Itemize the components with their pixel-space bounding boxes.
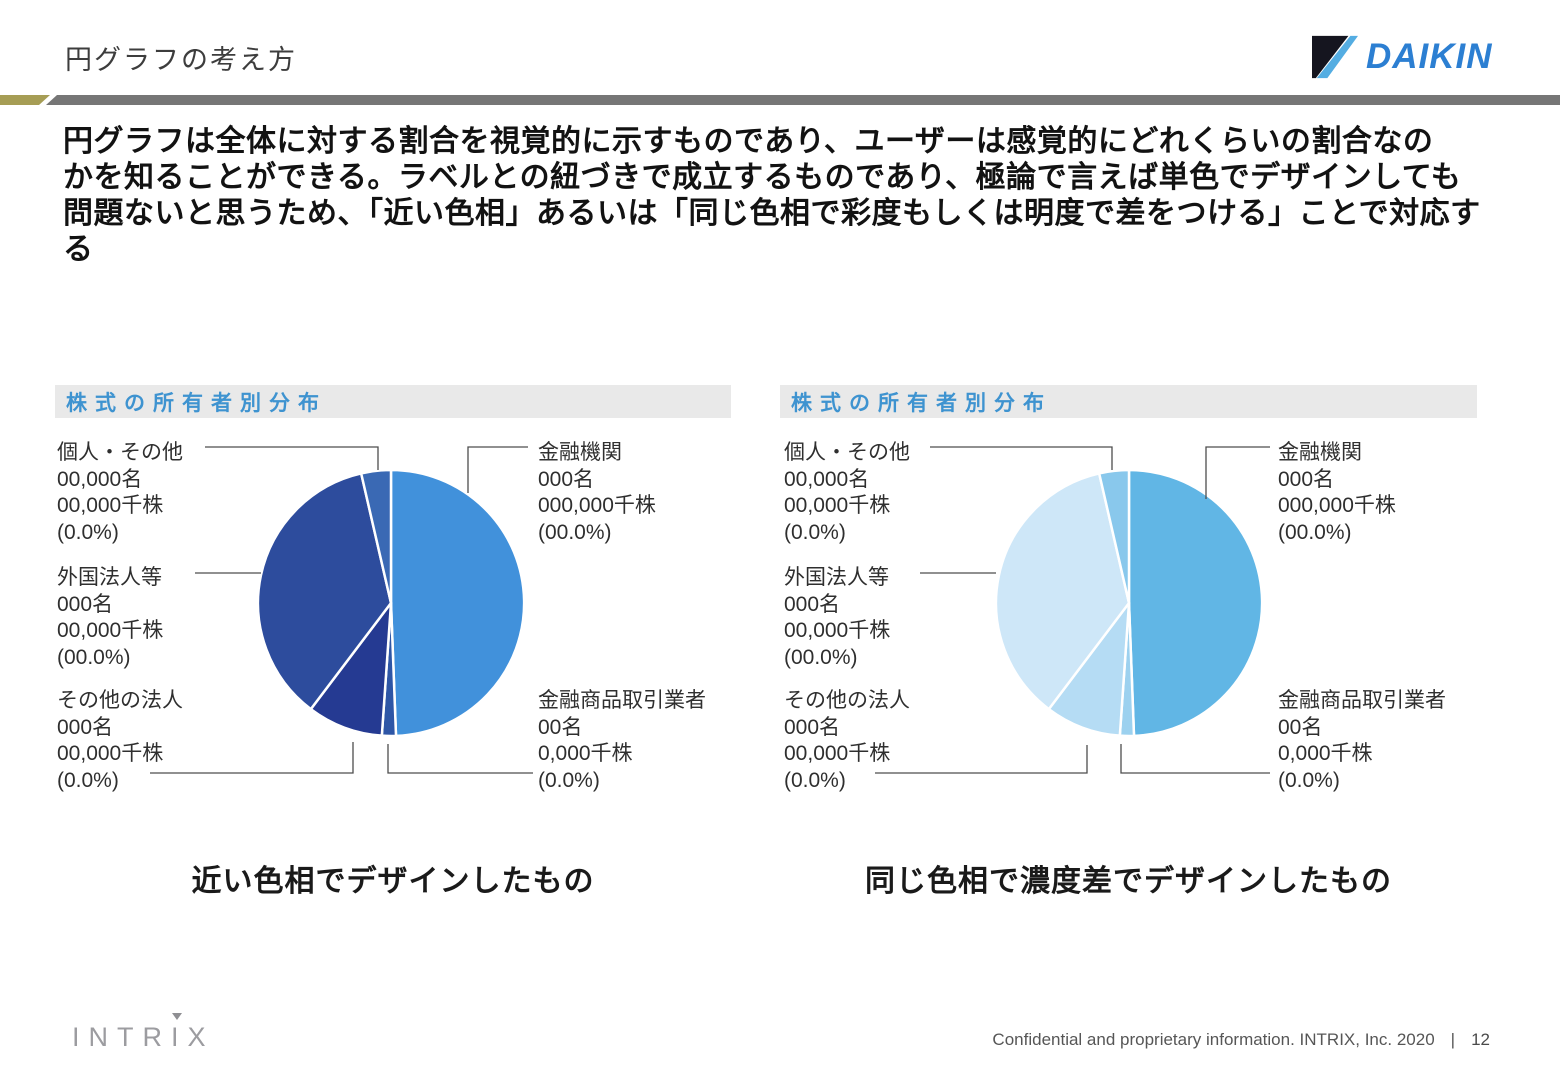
intrix-logo-text-end: X (187, 1022, 215, 1052)
label-line: 000名 (784, 592, 841, 616)
pie-slices (994, 468, 1264, 738)
label-line: 00,000千株 (784, 619, 891, 642)
label-line: 個人・その他 (784, 441, 910, 464)
label-financial-institutions: 金融機関 000名 000,000千株 (00.0%) (1278, 440, 1396, 546)
label-line: 0,000千株 (538, 742, 633, 765)
label-line: (0.0%) (57, 768, 119, 792)
label-line: 金融機関 (538, 441, 622, 464)
pie-slice (1097, 468, 1131, 605)
label-foreign-corporations: 外国法人等 000名 00,000千株 (00.0%) (57, 565, 163, 671)
label-line: 金融商品取引業者 (1278, 689, 1446, 712)
label-line: 00,000千株 (784, 494, 891, 517)
label-individuals-others: 個人・その他 00,000名 00,000千株 (0.0%) (57, 440, 183, 546)
label-line: 000名 (1278, 467, 1335, 491)
label-line: 00名 (1278, 715, 1323, 739)
intro-paragraph: 円グラフは全体に対する割合を視覚的に示すものであり、ユーザーは感覚的にどれくらい… (63, 124, 1503, 268)
label-line: 000,000千株 (538, 494, 656, 517)
label-individuals-others: 個人・その他 00,000名 00,000千株 (0.0%) (784, 440, 910, 546)
label-financial-institutions: 金融機関 000名 000,000千株 (00.0%) (538, 440, 656, 546)
pie-slice (256, 472, 393, 711)
label-line: 外国法人等 (784, 566, 889, 589)
label-foreign-corporations: 外国法人等 000名 00,000千株 (00.0%) (784, 565, 890, 671)
caption-similar-hues: 近い色相でデザインしたもの (191, 865, 595, 898)
pie-chart-similar-hues (150, 446, 533, 774)
label-other-corporations: その他の法人 000名 00,000千株 (0.0%) (57, 688, 183, 794)
intrix-logo-accent-i: I (171, 1013, 188, 1052)
pie-slice (1047, 601, 1131, 737)
footer: Confidential and proprietary information… (992, 1030, 1490, 1050)
intro-line-1: 円グラフは全体に対する割合を視覚的に示すものであり、ユーザーは感覚的にどれくらい… (63, 125, 1434, 158)
pie-slice (309, 601, 393, 737)
label-line: 00,000名 (784, 467, 870, 491)
label-financial-instruments-dealers: 金融商品取引業者 00名 0,000千株 (0.0%) (1278, 688, 1446, 794)
accent-bar-gray (46, 95, 1560, 105)
label-line: 個人・その他 (57, 441, 183, 464)
chart-title: 株式の所有者別分布 (791, 391, 1052, 415)
pie-slice (994, 472, 1131, 711)
label-line: (00.0%) (784, 645, 858, 669)
label-line: (00.0%) (57, 645, 131, 669)
label-line: (0.0%) (1278, 768, 1340, 792)
pie-slice (359, 468, 393, 605)
page-title: 円グラフの考え方 (65, 45, 297, 75)
label-line: 000名 (538, 467, 595, 491)
pie-slices (256, 468, 526, 738)
label-line: (0.0%) (538, 768, 600, 792)
leader-lines (875, 446, 1270, 774)
accent-bar (0, 95, 1560, 105)
intro-line-3: 問題ないと思うため、「近い色相」あるいは「同じ色相で彩度もしくは明度で差をつける… (63, 197, 1481, 266)
chart-panel-similar-hues: 株式の所有者別分布 個人・その他 00,000名 00,000千株 (0.0%)… (55, 385, 731, 805)
label-line: (00.0%) (538, 520, 612, 544)
label-line: 00,000千株 (784, 742, 891, 765)
label-line: その他の法人 (784, 689, 910, 712)
label-line: 金融商品取引業者 (538, 689, 706, 712)
intrix-logo: INTRIX (72, 1013, 215, 1053)
label-line: (0.0%) (57, 520, 119, 544)
daikin-logo-text: DAIKIN (1366, 37, 1493, 76)
intrix-logo-text: INTR (72, 1022, 171, 1052)
label-other-corporations: その他の法人 000名 00,000千株 (0.0%) (784, 688, 910, 794)
label-line: 金融機関 (1278, 441, 1362, 464)
footer-confidential-text: Confidential and proprietary information… (992, 1030, 1435, 1049)
label-line: 000,000千株 (1278, 494, 1396, 517)
chart-title-bar: 株式の所有者別分布 (55, 385, 731, 418)
label-line: (0.0%) (784, 520, 846, 544)
leader-lines (150, 446, 533, 774)
chart-title: 株式の所有者別分布 (66, 391, 327, 415)
daikin-logo: DAIKIN (1312, 32, 1512, 82)
label-line: 00,000千株 (57, 742, 164, 765)
label-line: 000名 (784, 715, 841, 739)
footer-separator: | (1450, 1030, 1456, 1049)
label-line: 000名 (57, 592, 114, 616)
label-line: 00,000名 (57, 467, 143, 491)
chart-panel-same-hue-density: 株式の所有者別分布 個人・その他 00,000名 00,000千株 (0.0%)… (780, 385, 1477, 805)
label-line: 00名 (538, 715, 583, 739)
label-line: 00,000千株 (57, 619, 164, 642)
label-line: その他の法人 (57, 689, 183, 712)
daikin-mark-icon (1312, 35, 1358, 79)
pie-slice (1127, 468, 1264, 738)
label-line: (00.0%) (1278, 520, 1352, 544)
caption-same-hue-density: 同じ色相で濃度差でデザインしたもの (865, 865, 1392, 898)
label-line: 000名 (57, 715, 114, 739)
chart-title-bar: 株式の所有者別分布 (780, 385, 1477, 418)
pie-chart-same-hue-density (875, 446, 1270, 774)
label-line: 00,000千株 (57, 494, 164, 517)
label-line: (0.0%) (784, 768, 846, 792)
accent-bar-gold (0, 95, 50, 105)
label-line: 外国法人等 (57, 566, 162, 589)
label-line: 0,000千株 (1278, 742, 1373, 765)
footer-page-number: 12 (1471, 1030, 1490, 1049)
intro-line-2: かを知ることができる。ラベルとの紐づきで成立するものであり、極論で言えば単色でデ… (63, 161, 1462, 194)
pie-slice (389, 468, 526, 738)
label-financial-instruments-dealers: 金融商品取引業者 00名 0,000千株 (0.0%) (538, 688, 706, 794)
